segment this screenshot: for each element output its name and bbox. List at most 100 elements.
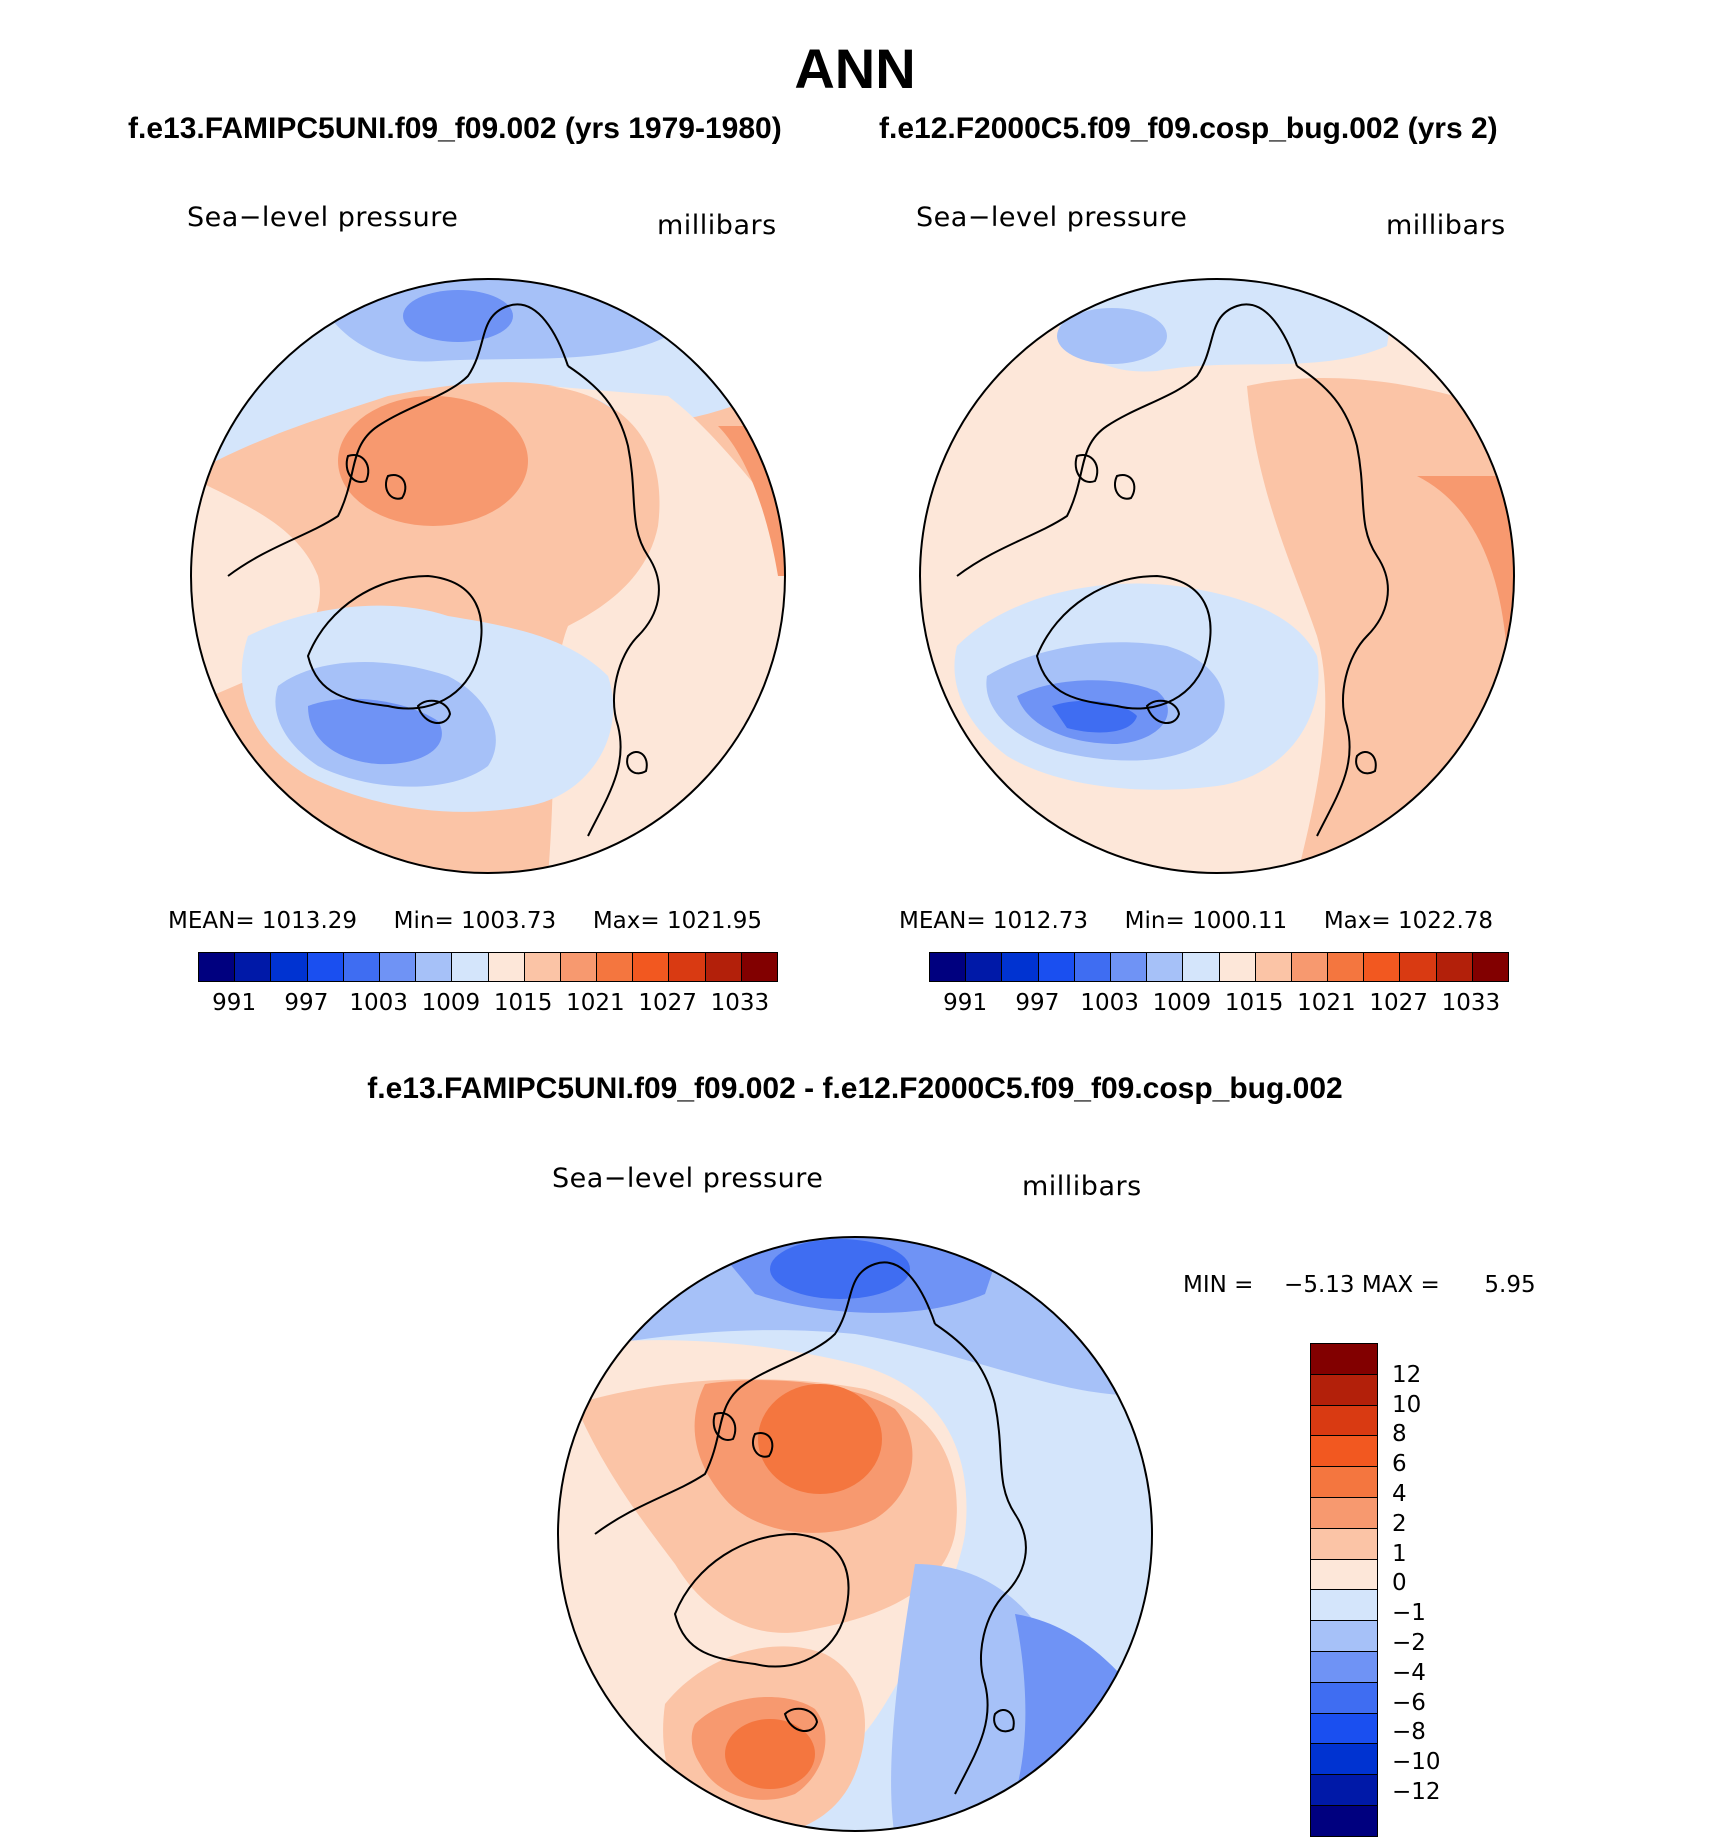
panel1-colorbar-swatch bbox=[597, 953, 634, 981]
panel1-variable: Sea−level pressure bbox=[187, 202, 459, 233]
panel1-colorbar-swatch bbox=[669, 953, 706, 981]
panel3-stats: MIN = −5.13 MAX = 5.95 bbox=[1183, 1272, 1536, 1298]
panel2-contour-1027-east bbox=[1417, 476, 1514, 656]
panel3-contour-4-6-north bbox=[758, 1384, 882, 1494]
panel3-colorbar-swatch bbox=[1311, 1682, 1377, 1714]
panel3-colorbar-tick-label: −4 bbox=[1392, 1659, 1426, 1686]
panel3-colorbar-swatch bbox=[1311, 1713, 1377, 1745]
panel1-colorbar-swatch bbox=[271, 953, 308, 981]
panel3-colorbar-tick-label: 12 bbox=[1392, 1361, 1422, 1388]
panel3-max-label: MAX = bbox=[1361, 1272, 1440, 1298]
panel1-colorbar-tick-label: 1003 bbox=[349, 990, 408, 1016]
panel2-polar-map bbox=[919, 278, 1515, 874]
panel1-colorbar-tick-label: 1021 bbox=[566, 990, 625, 1016]
panel3-contour-minus4-minus6-north bbox=[770, 1239, 910, 1299]
panel3-contour-4-6-south bbox=[725, 1719, 815, 1789]
panel3-colorbar-swatch bbox=[1311, 1621, 1377, 1652]
panel2-colorbar-tick-label: 991 bbox=[943, 990, 988, 1016]
panel2-colorbar-swatch bbox=[1255, 953, 1292, 981]
panel3-colorbar-swatch bbox=[1311, 1467, 1377, 1498]
panel1-min-value: 1003.73 bbox=[461, 908, 557, 934]
panel1-colorbar-swatch bbox=[741, 953, 777, 981]
panel3-coastlines bbox=[594, 1261, 1027, 1795]
panel2-colorbar-swatch bbox=[930, 953, 967, 981]
panel1-colorbar-swatch bbox=[524, 953, 561, 981]
figure-title: ANN bbox=[794, 37, 916, 100]
panel1-colorbar-swatch bbox=[560, 953, 598, 981]
panel1-colorbar-tick-label: 1009 bbox=[421, 990, 481, 1016]
panel1-polar-map bbox=[190, 278, 786, 874]
panel2-colorbar-tick-label: 1015 bbox=[1224, 990, 1284, 1016]
panel3-colorbar bbox=[1310, 1343, 1378, 1837]
panel2-contour-min-south bbox=[1052, 700, 1137, 733]
panel2-max-value: 1022.78 bbox=[1397, 908, 1494, 934]
panel3-colorbar-swatch bbox=[1311, 1528, 1377, 1560]
panel1-colorbar-swatch bbox=[235, 953, 272, 981]
panel1-stats: MEAN= 1013.29 Min= 1003.73 Max= 1021.95 bbox=[168, 908, 762, 934]
panel3-colorbar-tick-label: −8 bbox=[1392, 1719, 1426, 1746]
panel1-colorbar-swatch bbox=[452, 953, 489, 981]
panel3-min-value: −5.13 bbox=[1284, 1272, 1355, 1298]
panel2-colorbar-tick-label: 1003 bbox=[1080, 990, 1139, 1016]
panel1-colorbar-tick-label: 1033 bbox=[710, 990, 770, 1016]
panel3-colorbar-swatch bbox=[1311, 1436, 1377, 1468]
panel3-colorbar-swatch bbox=[1311, 1651, 1377, 1683]
panel3-colorbar-swatch bbox=[1311, 1775, 1377, 1806]
panel1-colorbar bbox=[198, 952, 778, 982]
panel1-colorbar-swatch bbox=[705, 953, 742, 981]
panel3-colorbar-swatch bbox=[1311, 1805, 1377, 1836]
panel1-mean-value: 1013.29 bbox=[261, 908, 358, 934]
panel1-colorbar-swatch bbox=[379, 953, 417, 981]
panel3-variable: Sea−level pressure bbox=[552, 1163, 824, 1194]
panel1-max-value: 1021.95 bbox=[666, 908, 763, 934]
panel1-mean-label: MEAN= bbox=[168, 908, 255, 934]
panel2-contour-1003-north bbox=[1057, 308, 1167, 364]
panel1-colorbar-tick-label: 1027 bbox=[638, 990, 697, 1016]
panel1-contour-1009-1015 bbox=[191, 316, 785, 476]
diff-title: f.e13.FAMIPC5UNI.f09_f09.002 - f.e12.F20… bbox=[367, 1072, 1343, 1105]
panel1-colorbar-swatch bbox=[343, 953, 380, 981]
panel3-colorbar-tick-label: −1 bbox=[1392, 1600, 1426, 1627]
panel2-colorbar-swatch bbox=[1436, 953, 1473, 981]
case1-title: f.e13.FAMIPC5UNI.f09_f09.002 (yrs 1979-1… bbox=[128, 112, 782, 145]
panel1-colorbar-swatch bbox=[307, 953, 344, 981]
panel2-stats: MEAN= 1012.73 Min= 1000.11 Max= 1022.78 bbox=[899, 908, 1493, 934]
panel3-colorbar-swatch bbox=[1311, 1344, 1377, 1375]
panel1-max-label: Max= bbox=[592, 908, 660, 934]
panel3-colorbar-tick-label: −6 bbox=[1392, 1689, 1426, 1716]
panel3-map-border bbox=[557, 1236, 1153, 1832]
panel2-colorbar-swatch bbox=[1291, 953, 1329, 981]
panel3-units: millibars bbox=[1022, 1171, 1142, 1202]
panel2-colorbar-swatch bbox=[1472, 953, 1508, 981]
panel2-colorbar bbox=[929, 952, 1509, 982]
panel2-variable: Sea−level pressure bbox=[916, 202, 1188, 233]
panel2-colorbar-tick-label: 1027 bbox=[1369, 990, 1428, 1016]
panel3-colorbar-tick-label: 6 bbox=[1392, 1451, 1407, 1478]
panel2-colorbar-swatch bbox=[1002, 953, 1039, 981]
panel3-colorbar-tick-label: 4 bbox=[1392, 1481, 1407, 1507]
panel2-mean-label: MEAN= bbox=[899, 908, 986, 934]
panel3-colorbar-tick-label: 0 bbox=[1392, 1570, 1407, 1597]
panel1-colorbar-swatch bbox=[633, 953, 670, 981]
panel1-contour-1021-1027 bbox=[338, 396, 528, 526]
panel2-colorbar-tick-label: 997 bbox=[1015, 990, 1060, 1016]
panel2-colorbar-tick-label: 1009 bbox=[1152, 990, 1212, 1016]
panel3-max-value: 5.95 bbox=[1484, 1272, 1536, 1298]
panel2-mean-value: 1012.73 bbox=[992, 908, 1089, 934]
panel3-colorbar-tick-label: 10 bbox=[1392, 1391, 1422, 1418]
panel3-colorbar-swatch bbox=[1311, 1497, 1377, 1529]
panel3-difference-map bbox=[557, 1236, 1153, 1832]
panel2-colorbar-swatch bbox=[1147, 953, 1184, 981]
panel1-colorbar-tick-label: 991 bbox=[212, 990, 257, 1016]
panel1-units: millibars bbox=[657, 210, 777, 241]
panel1-contour-low-south bbox=[308, 698, 442, 765]
panel1-min-label: Min= bbox=[393, 908, 454, 934]
panel2-colorbar-swatch bbox=[1038, 953, 1075, 981]
panel3-colorbar-swatch bbox=[1311, 1559, 1377, 1591]
panel2-map-border bbox=[919, 278, 1515, 874]
panel2-colorbar-swatch bbox=[1364, 953, 1401, 981]
panel2-units: millibars bbox=[1386, 210, 1506, 241]
panel3-colorbar-swatch bbox=[1311, 1374, 1377, 1406]
panel2-colorbar-swatch bbox=[1219, 953, 1256, 981]
panel1-colorbar-tick-label: 997 bbox=[284, 990, 329, 1016]
